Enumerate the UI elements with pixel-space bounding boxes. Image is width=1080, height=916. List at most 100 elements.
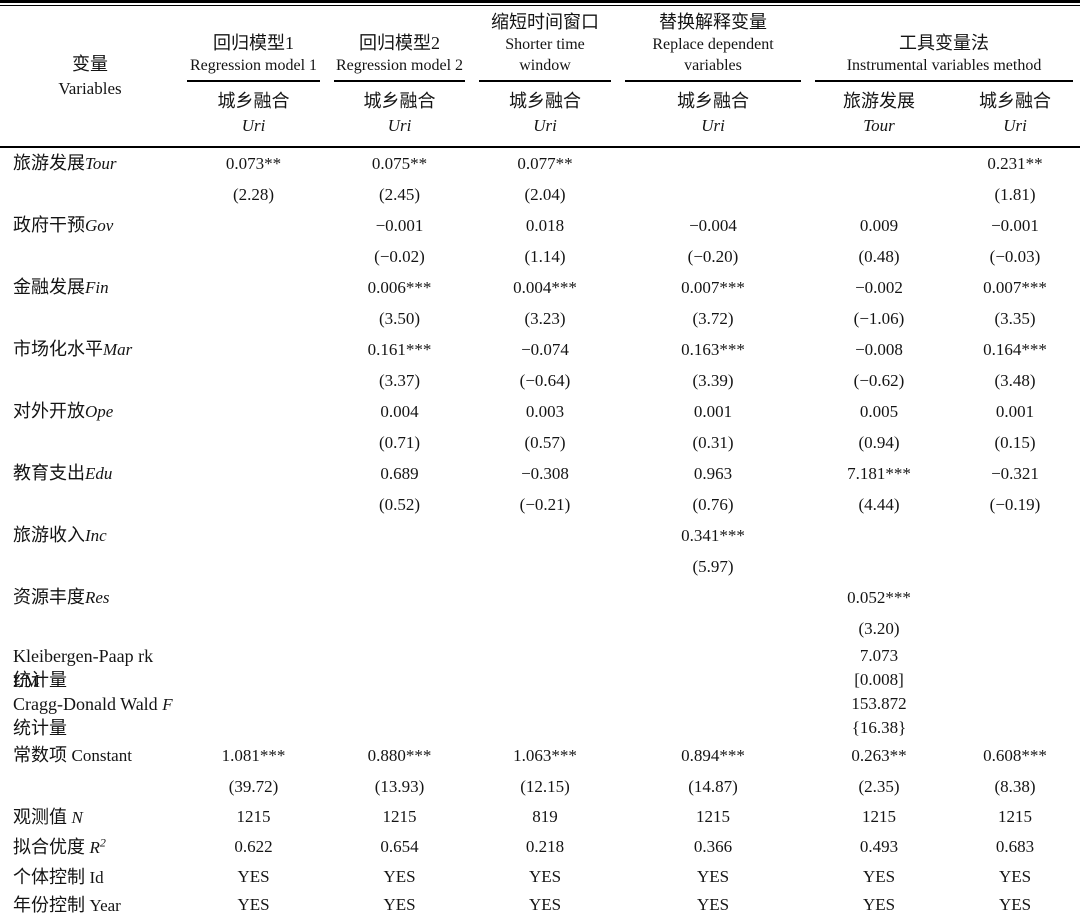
coef-line: 0.009 xyxy=(808,210,950,241)
group-header-inner: 回归模型1 Regression model 1 xyxy=(187,27,320,82)
data-cell: YES xyxy=(808,892,950,916)
t-stat: (13.93) xyxy=(374,777,425,796)
value-line: YES xyxy=(180,862,327,892)
column-header-zh: 城乡融合 xyxy=(509,91,581,111)
value-line: 819 xyxy=(472,802,618,832)
coef-value: −0.308 xyxy=(521,464,569,483)
row-label-line: 年份控制 Year xyxy=(13,892,180,916)
table-header: 变量 Variables 回归模型1 Regression model 1 回归模型2 R… xyxy=(0,6,1080,148)
coef-line: 0.052*** xyxy=(808,582,950,613)
data-cell: 1215 xyxy=(327,802,472,832)
t-stat: (−0.02) xyxy=(374,247,425,266)
coef-line: 0.894*** xyxy=(618,740,808,771)
data-cell: −0.008 (−0.62) xyxy=(808,334,950,396)
coef-line: 0.963 xyxy=(618,458,808,489)
row-label-superscript: 2 xyxy=(99,835,106,850)
data-cell: 1215 xyxy=(950,802,1080,832)
row-label-zh2: 统计量 xyxy=(13,670,67,690)
coef-value: −0.004 xyxy=(689,216,737,235)
row-label-en: Tour xyxy=(85,154,117,173)
group-title-zh: 缩短时间窗口 xyxy=(491,12,599,32)
data-cell: YES xyxy=(472,862,618,892)
table-row: 个体控制 Id YES YES YES YES YES YES xyxy=(0,862,1080,892)
coef-value: 0.007*** xyxy=(983,278,1047,297)
data-cell: 0.007*** (3.35) xyxy=(950,272,1080,334)
t-stat-line: (0.76) xyxy=(618,489,808,520)
table-row: 旅游发展Tour 0.073** (2.28) 0.075** (2.45) 0.077*… xyxy=(0,147,1080,210)
row-label-en: Mar xyxy=(103,340,133,359)
data-cell: 0.164*** (3.48) xyxy=(950,334,1080,396)
t-stat: (2.28) xyxy=(232,185,275,204)
data-cell: 0.963 (0.76) xyxy=(618,458,808,520)
group-header: 缩短时间窗口 Shorter time window xyxy=(472,6,618,82)
row-label-zh: 教育支出 xyxy=(13,463,85,483)
data-cell: YES xyxy=(327,892,472,916)
t-stat: (3.35) xyxy=(994,309,1036,328)
group-title-en: Regression model 1 xyxy=(189,57,318,74)
coef-line: 0.263** xyxy=(808,740,950,771)
value-line: YES xyxy=(472,892,618,916)
t-stat: (0.94) xyxy=(858,433,900,452)
group-header: 替换解释变量 Replace dependent variables xyxy=(618,6,808,82)
cell-value: 0.218 xyxy=(525,837,565,856)
t-stat: (2.45) xyxy=(378,185,421,204)
data-cell: YES xyxy=(618,892,808,916)
t-stat: (2.04) xyxy=(524,185,566,204)
t-stat: (−1.06) xyxy=(853,309,905,328)
t-stat-line: {16.38} xyxy=(808,716,950,740)
row-label-en: Ope xyxy=(85,402,114,421)
data-cell: 0.231** (1.81) xyxy=(950,147,1080,210)
data-cell xyxy=(618,692,808,740)
coef-line: 0.073** xyxy=(180,148,327,179)
coef-line: 0.608*** xyxy=(950,740,1080,771)
data-cell: 0.493 xyxy=(808,832,950,862)
value-line: 0.654 xyxy=(327,832,472,862)
coef-line: 0.003 xyxy=(472,396,618,427)
t-stat-line: (2.45) xyxy=(327,179,472,210)
coef-value: 0.608*** xyxy=(983,746,1047,765)
value-line: YES xyxy=(327,862,472,892)
t-stat: (−0.03) xyxy=(989,247,1041,266)
data-cell: 0.007*** (3.72) xyxy=(618,272,808,334)
coef-line: 153.872 xyxy=(808,692,950,716)
row-label: Cragg-Donald Wald F 统计量 xyxy=(0,692,180,740)
data-cell: 0.001 (0.15) xyxy=(950,396,1080,458)
t-stat-line: (0.71) xyxy=(327,427,472,458)
row-label-zh: Kleibergen-Paap rk LM xyxy=(13,646,154,691)
row-label: 资源丰度Res xyxy=(0,582,180,644)
coef-line: 7.181*** xyxy=(808,458,950,489)
row-label-zh: 年份控制 xyxy=(13,895,90,915)
cell-value: 1215 xyxy=(382,807,417,826)
data-cell xyxy=(618,582,808,644)
t-stat-line: (2.04) xyxy=(472,179,618,210)
t-stat: (3.50) xyxy=(378,309,421,328)
coef-value: 0.880*** xyxy=(367,746,432,765)
coef-line: 1.081*** xyxy=(180,740,327,771)
value-line: 1215 xyxy=(808,802,950,832)
data-cell xyxy=(180,644,327,692)
data-cell: 0.689 (0.52) xyxy=(327,458,472,520)
group-header-inner: 回归模型2 Regression model 2 xyxy=(334,27,465,82)
cell-value: YES xyxy=(383,867,416,886)
row-label: 旅游收入Inc xyxy=(0,520,180,582)
t-stat-line: (−1.06) xyxy=(808,303,950,334)
t-stat: (4.44) xyxy=(858,495,900,514)
column-header-en: Uri xyxy=(1003,116,1027,135)
t-stat: (0.31) xyxy=(692,433,734,452)
value-line: 0.366 xyxy=(618,832,808,862)
data-cell: 1.081*** (39.72) xyxy=(180,740,327,802)
t-stat: [0.008] xyxy=(854,670,904,689)
table-row: 常数项 Constant 1.081*** (39.72) 0.880*** (13.9… xyxy=(0,740,1080,802)
t-stat: (1.14) xyxy=(524,247,566,266)
coef-value: 0.052*** xyxy=(847,588,911,607)
data-cell: 0.052*** (3.20) xyxy=(808,582,950,644)
t-stat: (0.57) xyxy=(524,433,566,452)
value-line: YES xyxy=(327,892,472,916)
coef-line: −0.321 xyxy=(950,458,1080,489)
t-stat: (39.72) xyxy=(228,777,279,796)
row-label: 拟合优度 R2 xyxy=(0,832,180,862)
t-stat-line: (−0.19) xyxy=(950,489,1080,520)
data-cell xyxy=(808,520,950,582)
cell-value: YES xyxy=(237,895,270,914)
row-label-zh: 拟合优度 xyxy=(13,837,90,857)
